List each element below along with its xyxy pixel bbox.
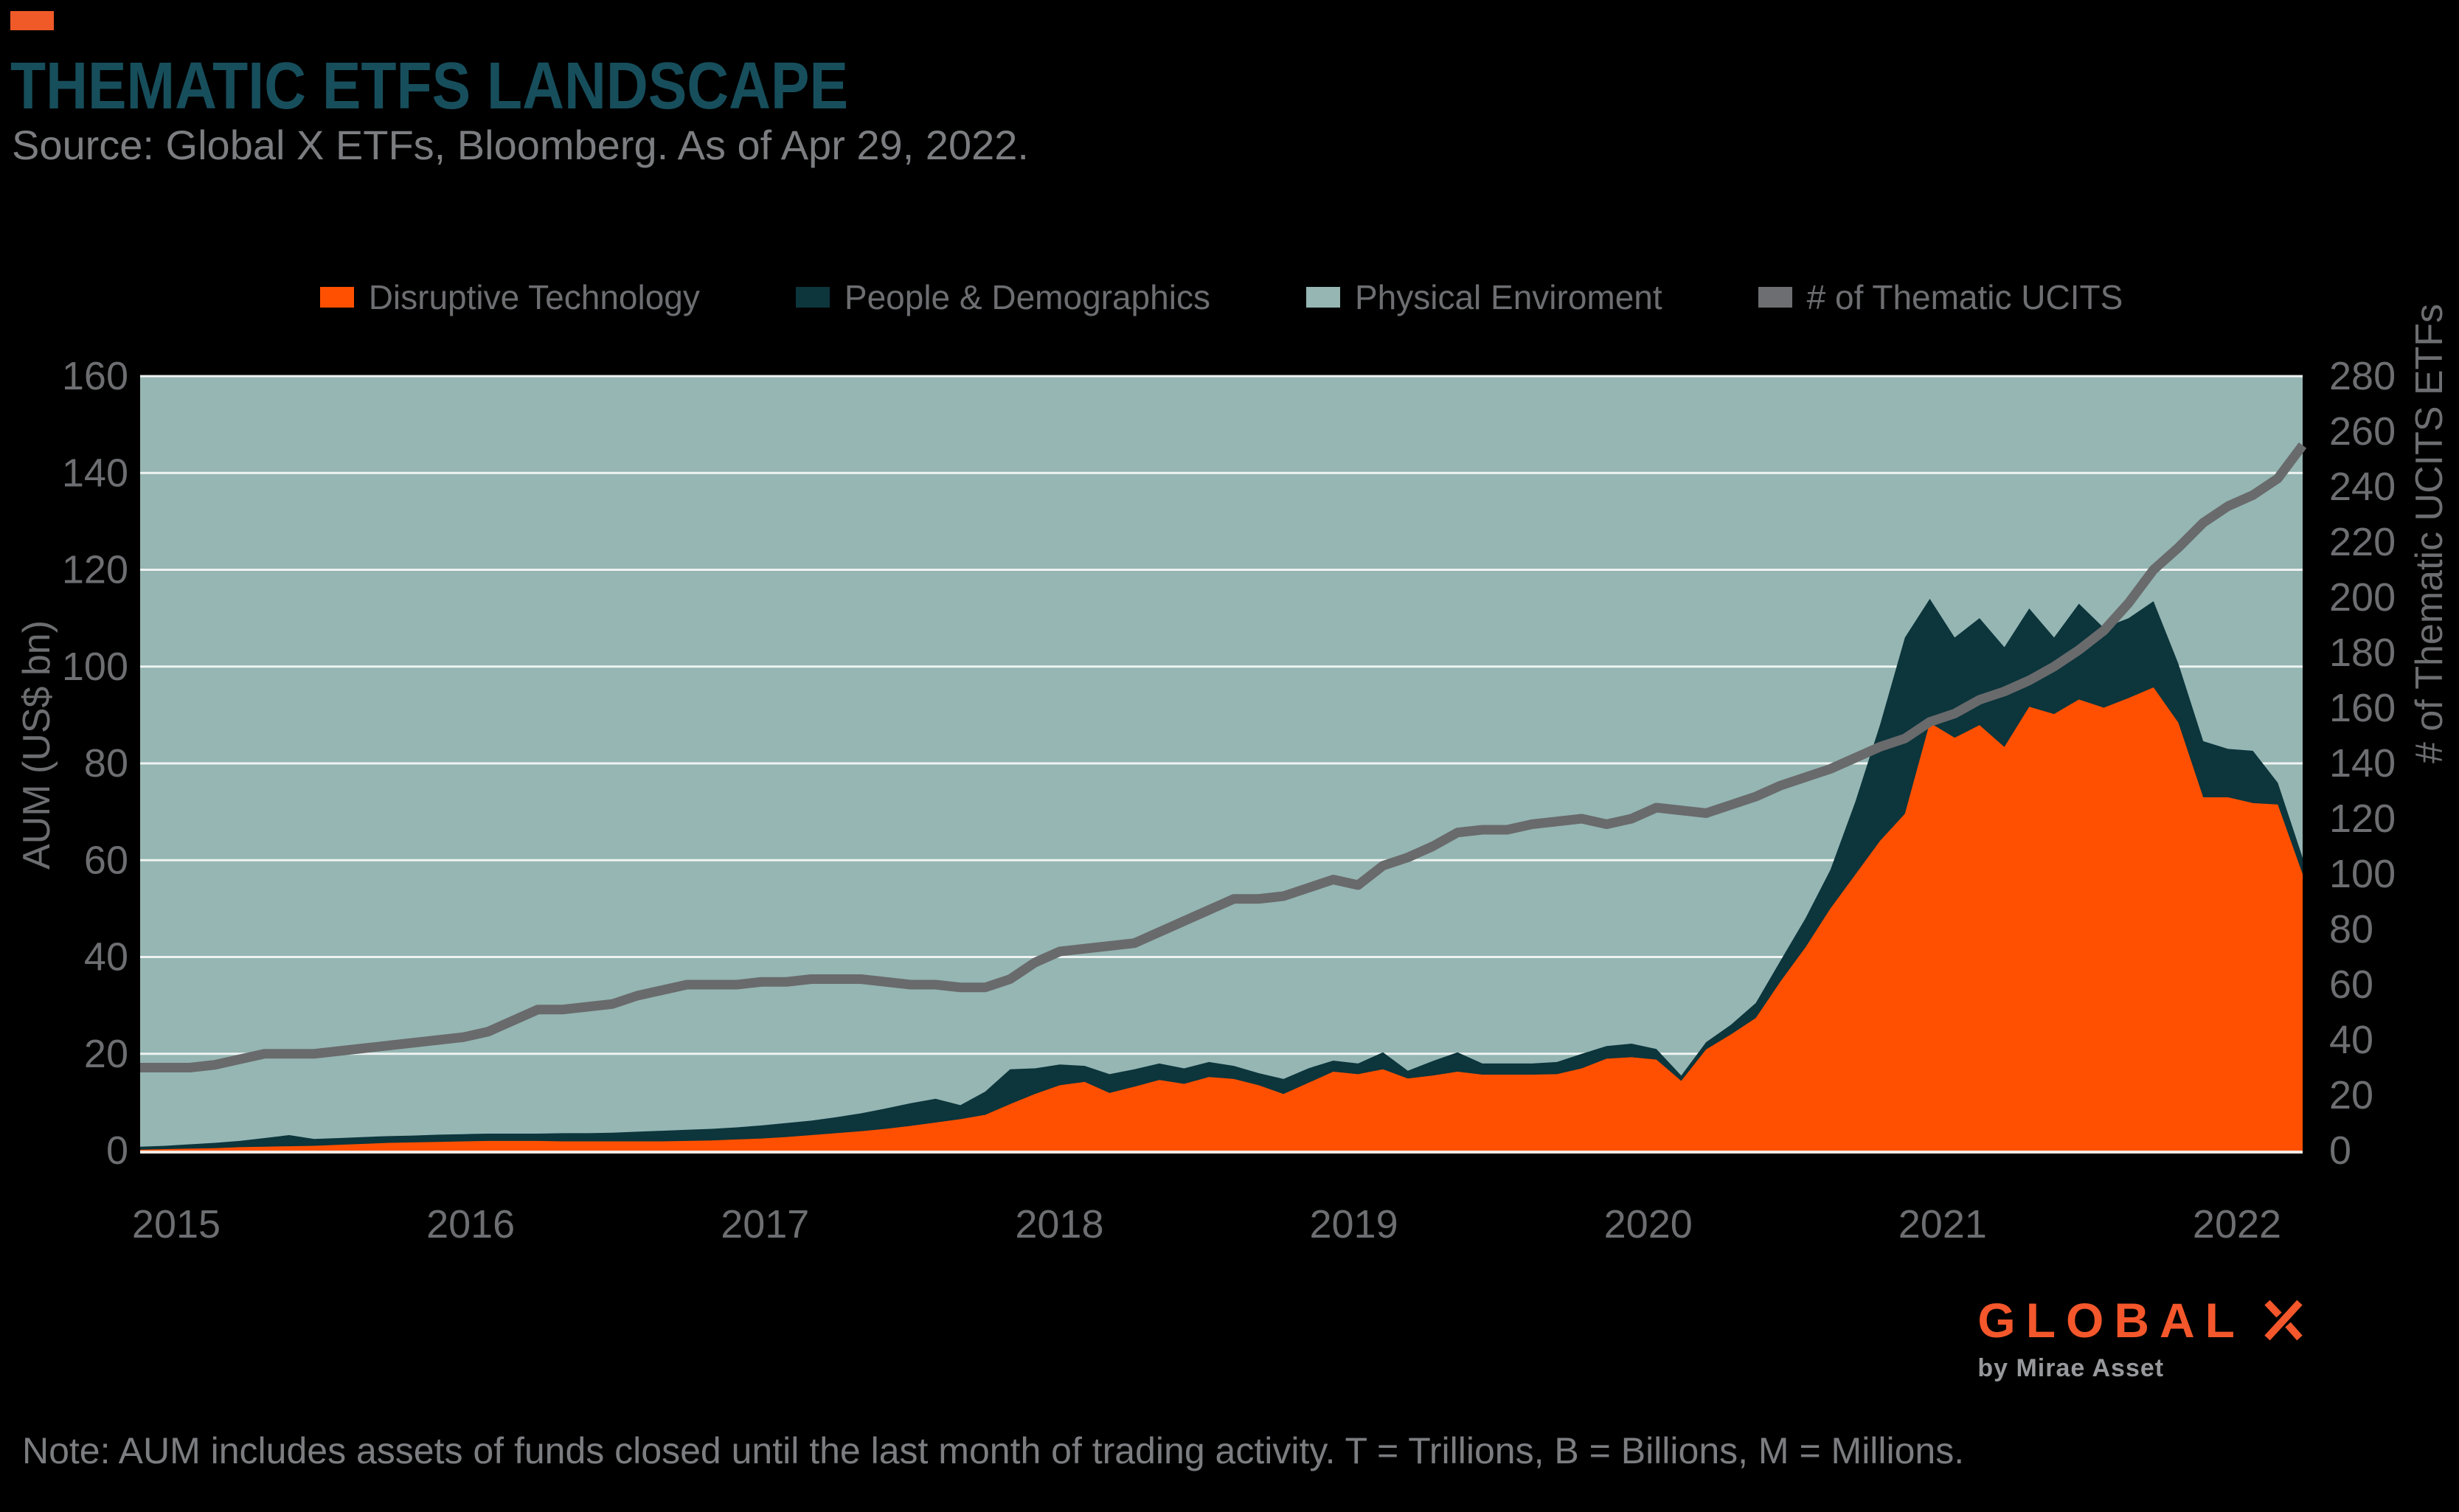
logo-wordmark: GLOBAL (1977, 1292, 2245, 1348)
left-axis-tick-label: 20 (84, 1032, 128, 1076)
x-axis-year-label: 2015 (132, 1202, 221, 1246)
x-axis-year-label: 2022 (2193, 1202, 2281, 1246)
left-axis-tick-label: 100 (62, 645, 128, 689)
right-axis-tick-label: 160 (2329, 686, 2396, 730)
x-axis-year-label: 2016 (426, 1202, 515, 1246)
right-axis-tick-label: 0 (2329, 1128, 2351, 1173)
left-axis-tick-label: 120 (62, 548, 128, 592)
right-axis-tick-label: 20 (2329, 1073, 2373, 1117)
x-axis-year-label: 2021 (1898, 1202, 1987, 1246)
x-axis-year-label: 2017 (721, 1202, 809, 1246)
left-axis-tick-label: 140 (62, 451, 128, 495)
right-axis-tick-label: 100 (2329, 852, 2396, 896)
right-axis-tick-label: 200 (2329, 575, 2396, 620)
left-axis-tick-label: 40 (84, 935, 128, 979)
left-axis-tick-label: 160 (62, 354, 128, 398)
right-axis-tick-label: 80 (2329, 907, 2373, 951)
right-axis-tick-label: 40 (2329, 1018, 2373, 1062)
right-axis-tick-label: 220 (2329, 520, 2396, 564)
right-axis-tick-label: 180 (2329, 631, 2396, 675)
right-axis-tick-label: 120 (2329, 797, 2396, 841)
right-axis-tick-label: 280 (2329, 354, 2396, 398)
global-x-logo: GLOBAL by Mirae Asset (1977, 1292, 2303, 1383)
thematic-etf-landscape-page: THEMATIC ETFS LANDSCAPE Source: Global X… (0, 0, 2459, 1512)
left-axis-tick-label: 60 (84, 838, 128, 882)
right-axis-tick-label: 60 (2329, 963, 2373, 1007)
global-x-mark-icon (2264, 1300, 2303, 1341)
footnote: Note: AUM includes assets of funds close… (22, 1429, 1964, 1472)
logo-byline: by Mirae Asset (1977, 1354, 2303, 1383)
thematic-etf-chart: 0 20 40 60 80 100 120 140 160 0 20 40 60 80 100 120 140 1… (0, 0, 2459, 1512)
x-axis-year-label: 2020 (1604, 1202, 1693, 1246)
x-axis-year-label: 2019 (1309, 1202, 1398, 1246)
left-axis-tick-label: 0 (106, 1128, 128, 1173)
right-axis-tick-label: 140 (2329, 741, 2396, 786)
x-axis-year-label: 2018 (1015, 1202, 1103, 1246)
right-axis-tick-label: 260 (2329, 409, 2396, 454)
left-axis-tick-label: 80 (84, 741, 128, 786)
right-axis-tick-label: 240 (2329, 465, 2396, 509)
